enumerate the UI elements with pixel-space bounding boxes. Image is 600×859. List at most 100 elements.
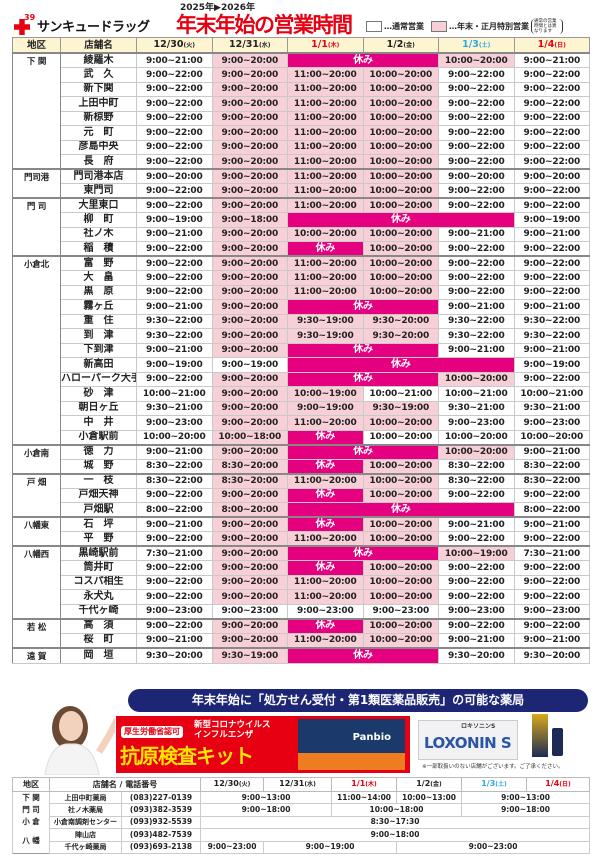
phone-number: (093)482-7539 xyxy=(121,828,201,842)
pharmacy-row: 門 司社ノ木薬局 (093)382-3539 9:00~18:00 10:00~18:… xyxy=(12,803,590,817)
hours-cell: 9:00~22:00 xyxy=(136,255,213,271)
hours-cell: 9:00~20:00 xyxy=(211,67,288,83)
header-day: 1/4(日) xyxy=(513,37,590,54)
pharmacy-name: 上田中町薬局 xyxy=(49,790,122,805)
hours-cell: 11:00~20:00 xyxy=(287,154,364,170)
hours-cell: 10:00~21:00 xyxy=(513,386,590,402)
store-name: 稲 積 xyxy=(60,241,137,257)
hours-cell: 9:00~22:00 xyxy=(438,270,515,286)
hours-cell: 9:00~20:00 xyxy=(513,168,590,184)
header-area: 地区 xyxy=(12,777,50,792)
legend-special-swatch xyxy=(431,21,447,32)
hours-cell: 9:00~22:00 xyxy=(136,197,213,213)
hours-cell: 11:00~14:00 xyxy=(331,790,397,805)
hours-cell: 11:00~20:00 xyxy=(287,67,364,83)
closed-cell: 休み xyxy=(287,299,439,315)
header-day: 1/1(木) xyxy=(331,777,397,792)
area-label: 八幡東 xyxy=(12,516,61,547)
store-row: 新下関 9:00~22:00 9:00~20:00 11:00~20:00 10:00~… xyxy=(13,81,590,97)
hours-cell: 10:00~20:00 xyxy=(362,574,439,590)
hours-cell: 9:00~19:00 xyxy=(136,212,213,228)
legend-special-label: …年末・正月特別営業 xyxy=(449,22,529,31)
hours-cell: 11:00~20:00 xyxy=(287,125,364,141)
store-row: 大 畠 9:00~22:00 9:00~20:00 11:00~20:00 10:00~… xyxy=(13,270,590,286)
day-of-week: (火) xyxy=(183,42,195,49)
hours-cell: 9:30~20:00 xyxy=(362,313,439,329)
hours-cell: 11:00~20:00 xyxy=(287,632,364,648)
hours-cell: 9:00~21:00 xyxy=(513,299,590,315)
pharmacy-name: 千代ヶ崎薬局 xyxy=(49,840,122,854)
hours-cell: 9:00~13:00 xyxy=(200,790,332,805)
store-name: 桜 町 xyxy=(60,632,137,648)
store-name: コスパ相生 xyxy=(60,574,137,590)
phone-number: (093)693-2138 xyxy=(121,840,201,854)
hours-cell: 9:00~22:00 xyxy=(438,531,515,547)
hours-cell: 9:00~23:00 xyxy=(136,415,213,431)
hours-cell: 9:00~19:00 xyxy=(263,840,397,854)
hours-cell: 9:00~22:00 xyxy=(513,531,590,547)
header-store: 店舗名 xyxy=(60,37,137,54)
day-date: 12/31 xyxy=(229,39,259,50)
pharmacy-table: 地区 店舗名 / 電話番号 12/30(火) 12/31(水) 1/1(木) 1/2(… xyxy=(12,777,590,854)
hours-cell: 9:00~22:00 xyxy=(438,589,515,605)
hours-cell: 9:00~23:00 xyxy=(513,415,590,431)
hours-cell: 9:00~20:00 xyxy=(211,110,288,126)
day-date: 1/2 xyxy=(386,39,404,50)
hours-cell: 9:00~20:00 xyxy=(211,487,288,503)
header-day: 12/31(水) xyxy=(211,37,288,54)
hours-cell: 9:00~21:00 xyxy=(136,632,213,648)
store-name: 黒 原 xyxy=(60,284,137,300)
hours-cell: 9:00~21:00 xyxy=(513,516,590,532)
store-row: 筒井町 9:00~22:00 9:00~20:00 休み 10:00~20:00 9:00… xyxy=(13,560,590,576)
sundrug-logo: 39 サンキュードラッグ xyxy=(14,13,150,36)
hours-cell: 11:00~20:00 xyxy=(287,415,364,431)
hours-cell: 10:00~20:00 xyxy=(362,632,439,648)
hours-cell: 9:00~22:00 xyxy=(513,96,590,112)
hours-cell: 11:00~20:00 xyxy=(287,574,364,590)
hours-cell: 11:00~20:00 xyxy=(287,168,364,184)
hours-cell: 10:00~20:00 xyxy=(513,429,590,445)
hours-cell: 8:30~22:00 xyxy=(513,458,590,474)
hours-cell: 10:00~20:00 xyxy=(362,110,439,126)
hours-cell: 9:00~22:00 xyxy=(136,371,213,387)
store-row: 千代ヶ崎 9:00~23:00 9:00~23:00 9:00~23:00 9:00~2… xyxy=(13,603,590,619)
store-name: 朝日ヶ丘 xyxy=(60,400,137,416)
hours-cell: 10:00~20:00 xyxy=(362,241,439,257)
panbio-package: Panbio xyxy=(298,719,405,770)
hours-cell: 9:30~22:00 xyxy=(438,328,515,344)
hours-cell: 9:00~22:00 xyxy=(136,574,213,590)
hours-cell: 9:00~20:00 xyxy=(211,299,288,315)
hours-cell: 9:00~22:00 xyxy=(438,617,515,634)
hours-cell: 10:00~20:00 xyxy=(362,255,439,271)
hours-cell: 9:00~20:00 xyxy=(211,589,288,605)
hours-cell: 10:00~18:00 xyxy=(211,429,288,445)
store-row: 戸畑駅 8:00~22:00 8:00~20:00 休み 8:00~22:00 xyxy=(13,502,590,518)
hours-cell: 9:00~22:00 xyxy=(438,110,515,126)
hours-cell: 9:00~22:00 xyxy=(513,255,590,271)
availability-note: ※一部取扱いのない店舗がございます。ご了承ください。 xyxy=(422,764,564,770)
loxonin-package: ロキソニンS LOXONIN S xyxy=(418,720,518,760)
hours-table: 地区 店舗名 12/30(火) 12/31(水) 1/1(木) 1/2(金) 1/3(土… xyxy=(12,37,590,664)
pharmacy-name: 社ノ木薬局 xyxy=(49,803,122,817)
store-row: 小倉北富 野 9:00~22:00 9:00~20:00 11:00~20:00 10:… xyxy=(12,255,590,445)
area-label: 小 倉 xyxy=(12,816,50,829)
store-row: 平 野 9:00~22:00 9:00~20:00 11:00~20:00 10:00~… xyxy=(13,531,590,547)
hours-cell: 9:00~22:00 xyxy=(513,183,590,199)
hours-cell: 11:00~20:00 xyxy=(287,81,364,97)
day-of-week: (金) xyxy=(430,781,442,788)
store-row: 下到津 9:00~21:00 9:00~20:00 休み 9:00~21:00 9:00~… xyxy=(13,342,590,358)
hours-cell: 9:30~20:00 xyxy=(438,646,515,664)
hours-cell: 9:00~19:00 xyxy=(513,212,590,228)
closed-cell: 休み xyxy=(287,502,515,518)
day-of-week: (木) xyxy=(327,42,340,49)
store-name: 永犬丸 xyxy=(60,589,137,605)
hours-cell: 10:00~21:00 xyxy=(362,386,439,402)
hours-cell: 9:00~19:00 xyxy=(513,357,590,373)
hours-cell: 10:00~20:00 xyxy=(362,617,439,634)
hours-cell: 10:00~20:00 xyxy=(362,516,439,532)
hours-cell: 9:00~21:00 xyxy=(438,299,515,315)
hours-cell: 9:00~22:00 xyxy=(513,617,590,634)
hours-cell: 9:00~22:00 xyxy=(136,531,213,547)
store-name: 元 町 xyxy=(60,125,137,141)
pharmacy-row: 千代ヶ崎薬局 (093)693-2138 9:00~23:00 9:00~19:00 9… xyxy=(13,840,590,854)
